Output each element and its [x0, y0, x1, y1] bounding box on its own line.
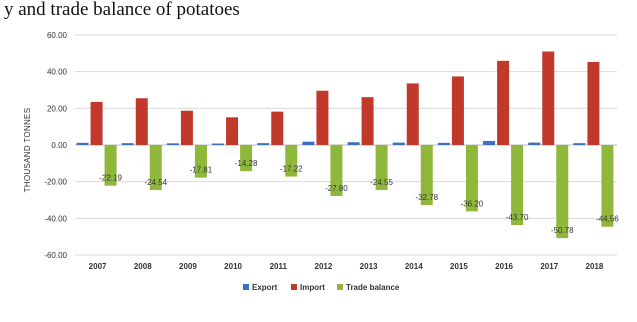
export-bar [302, 141, 315, 145]
legend-swatch [337, 284, 343, 290]
trade-balance-bar [601, 145, 614, 227]
data-label: -17.81 [190, 166, 213, 175]
data-label: -50.78 [551, 226, 574, 235]
import-bar [316, 90, 329, 145]
export-bar [257, 143, 270, 145]
export-bar [528, 142, 541, 145]
export-bar [121, 143, 134, 145]
data-label: -24.55 [370, 178, 393, 187]
y-axis-label: THOUSAND TONNES [23, 108, 32, 193]
legend-item: Import [291, 283, 325, 292]
x-axis-ticks: 2007 2008 2009 2010 2011 2012 2013 2014 2015 2016… [89, 262, 604, 271]
data-label: -27.80 [325, 184, 348, 193]
legend-label: Trade balance [346, 283, 400, 292]
import-bar [90, 101, 103, 145]
import-bar [361, 97, 374, 145]
import-bar [271, 111, 284, 145]
data-label: -36.20 [461, 199, 484, 208]
legend-swatch [291, 284, 297, 290]
import-bar [226, 117, 239, 145]
trade-balance-bar [104, 145, 117, 186]
import-bar [542, 51, 555, 145]
trade-balance-bar [330, 145, 343, 196]
export-bar [392, 142, 405, 145]
trade-balance-bar [465, 145, 478, 212]
legend: Export Import Trade balance [243, 283, 400, 292]
legend-item: Trade balance [337, 283, 400, 292]
data-label: -24.54 [144, 178, 167, 187]
bars [76, 51, 614, 239]
y-tick-label: -20.00 [44, 178, 67, 187]
x-tick-label: 2013 [360, 262, 378, 271]
data-labels: -22.19 -24.54 -17.81 -14.28 -17.22 -27.80 -24.… [99, 159, 619, 235]
x-tick-label: 2018 [586, 262, 604, 271]
legend-swatch [243, 284, 249, 290]
data-label: -43.70 [506, 213, 529, 222]
y-tick-label: 0.00 [51, 141, 67, 150]
import-bar [587, 61, 600, 146]
data-label: -17.22 [280, 165, 303, 174]
data-label: -32.78 [415, 193, 438, 202]
x-tick-label: 2011 [270, 262, 288, 271]
x-tick-label: 2017 [540, 262, 558, 271]
x-tick-label: 2007 [89, 262, 107, 271]
x-tick-label: 2010 [224, 262, 242, 271]
export-bar [483, 140, 496, 145]
x-tick-label: 2008 [134, 262, 152, 271]
data-label: -14.28 [235, 159, 258, 168]
y-tick-label: 60.00 [47, 31, 68, 40]
import-bar [180, 110, 193, 145]
trade-balance-bar [375, 145, 388, 191]
trade-balance-bar [194, 145, 207, 178]
export-bar [347, 142, 360, 145]
import-bar [451, 76, 464, 145]
export-bar [212, 143, 225, 146]
x-tick-label: 2009 [179, 262, 197, 271]
y-tick-label: -40.00 [44, 214, 67, 223]
import-bar [406, 83, 419, 145]
export-bar [166, 143, 179, 145]
data-label: -22.19 [99, 174, 122, 183]
y-axis-ticks: 60.00 40.00 20.00 0.00 -20.00 -40.00 -60.00 [44, 31, 67, 260]
gridlines [75, 34, 617, 256]
trade-balance-bar [149, 145, 162, 190]
y-tick-label: 40.00 [47, 68, 68, 77]
legend-label: Export [252, 283, 278, 292]
y-tick-label: 20.00 [47, 104, 68, 113]
x-tick-label: 2015 [450, 262, 468, 271]
x-tick-label: 2014 [405, 262, 423, 271]
trade-balance-bar [420, 145, 433, 206]
trade-balance-bar [556, 145, 569, 239]
y-tick-label: -60.00 [44, 251, 67, 260]
trade-balance-bar [240, 145, 253, 172]
x-tick-label: 2016 [495, 262, 513, 271]
import-bar [497, 60, 510, 145]
page-caption: y and trade balance of potatoes [4, 0, 240, 20]
data-label: -44.56 [596, 215, 619, 224]
x-tick-label: 2012 [315, 262, 333, 271]
legend-label: Import [300, 283, 325, 292]
trade-balance-bar [511, 145, 524, 226]
import-bar [135, 98, 148, 145]
export-bar [76, 142, 89, 145]
legend-item: Export [243, 283, 278, 292]
export-bar [437, 142, 450, 145]
export-bar [573, 143, 586, 145]
trade-balance-bar [285, 145, 298, 177]
